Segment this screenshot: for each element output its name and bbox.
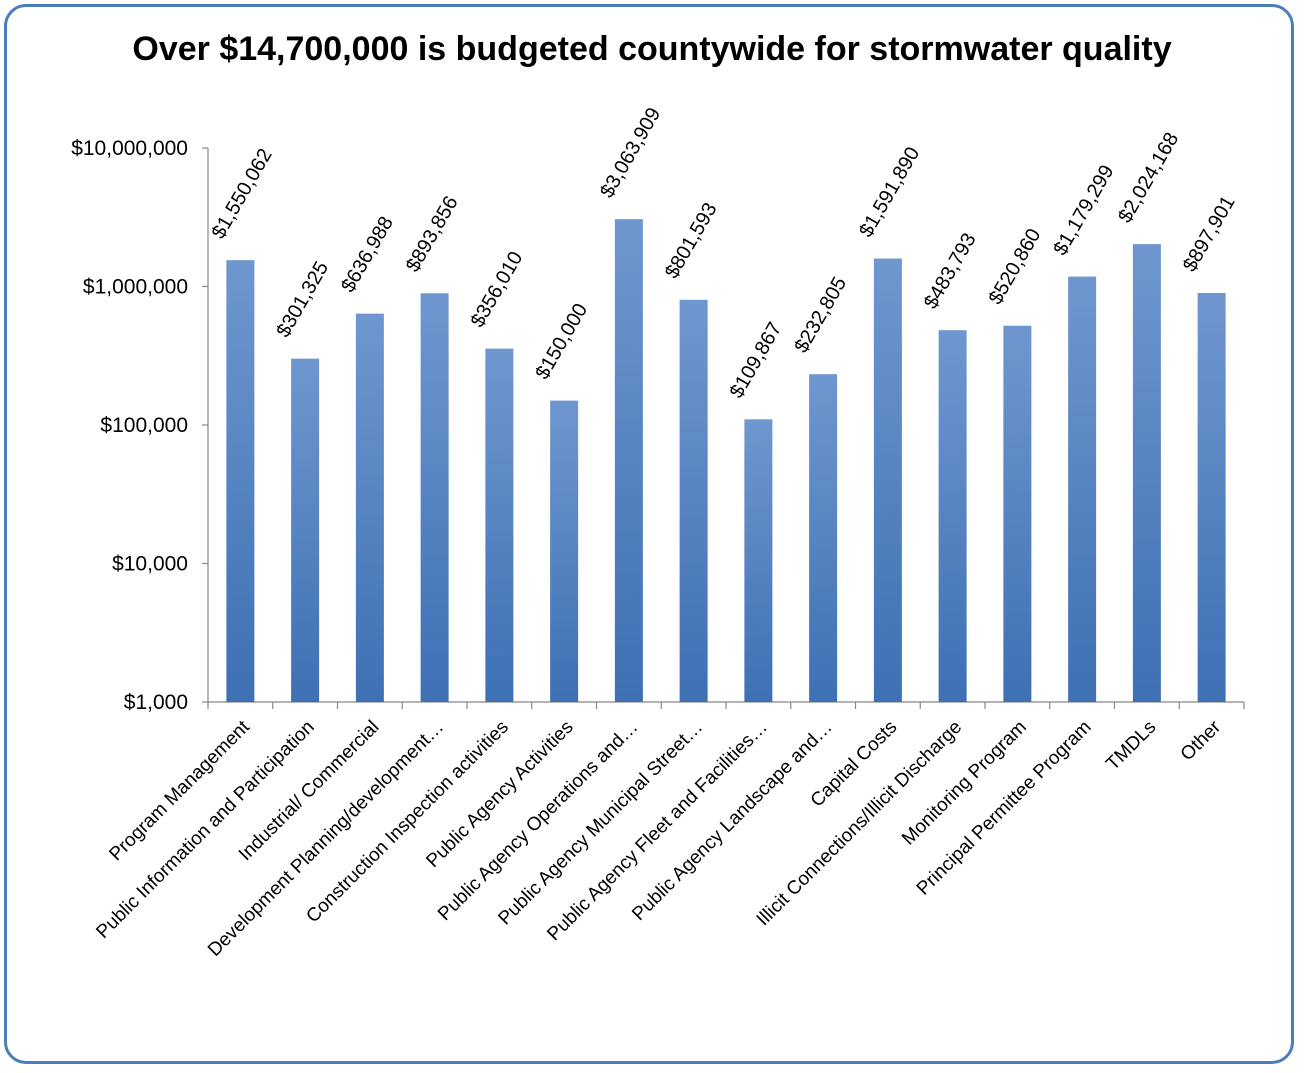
y-tick-label: $1,000,000 [83,276,188,299]
bars [226,219,1226,703]
data-label: $232,805 [790,273,851,356]
bar [1197,292,1226,702]
bar [291,358,320,702]
data-label: $893,856 [402,193,463,276]
data-label: $636,988 [337,213,398,296]
category-label: Other [1177,716,1226,765]
bar [809,374,838,702]
data-label: $483,793 [920,229,981,312]
data-label: $3,063,909 [596,104,665,202]
bar [938,330,967,702]
bar [226,260,255,702]
y-tick-label: $1,000 [124,691,188,714]
bar [355,313,384,702]
y-tick-label: $10,000 [112,553,188,576]
bar [1068,276,1097,702]
y-tick-label: $100,000 [100,414,188,437]
category-label: Development Planning/development… [204,717,448,961]
data-label: $801,593 [661,199,722,282]
bar [1132,244,1161,703]
data-label: $1,550,062 [208,145,277,243]
data-label: $301,325 [272,258,333,341]
bar [873,258,902,702]
bar [485,348,514,702]
category-label: TMDLs [1102,717,1160,775]
data-label: $1,179,299 [1049,161,1118,259]
y-tick-label: $10,000,000 [71,137,188,160]
bar [420,293,449,702]
data-label: $2,024,168 [1114,129,1183,227]
category-label: Monitoring Program [898,717,1031,850]
data-label: $356,010 [467,248,528,331]
data-label: $897,901 [1179,192,1240,275]
bar [744,419,773,702]
chart-title: Over $14,700,000 is budgeted countywide … [132,30,1172,68]
bar [550,400,579,702]
bar [679,299,708,702]
bar [1003,325,1032,702]
bar [614,219,643,702]
data-label: $109,867 [726,319,787,402]
data-label: $1,591,890 [855,143,924,241]
data-label: $150,000 [531,300,592,383]
data-label: $520,860 [985,225,1046,308]
